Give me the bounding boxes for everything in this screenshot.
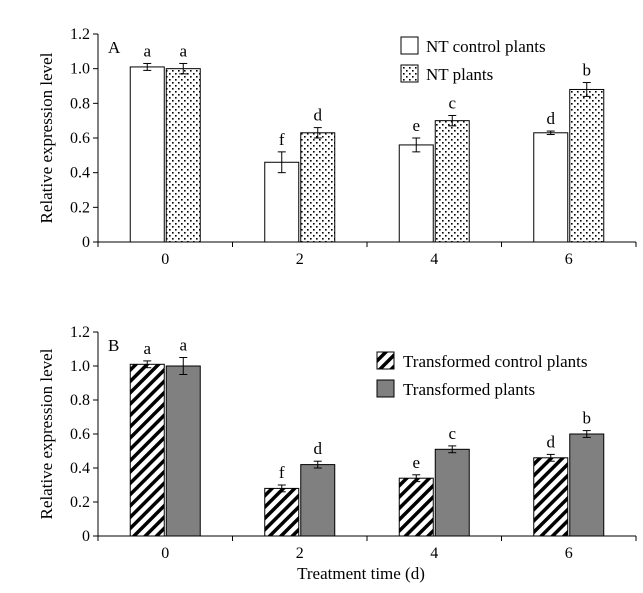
legend-label: Transformed plants [403, 380, 535, 399]
bar [434, 448, 470, 537]
significance-letter: b [583, 61, 592, 80]
bar [569, 433, 605, 537]
significance-letter: e [412, 453, 420, 472]
significance-letter: e [412, 116, 420, 135]
legend-label: NT control plants [426, 37, 546, 56]
chart-panel-b: 0 0.2 0.4 0.6 0.8 1.0 1.2 0 2 4 6 a a f d e c d b B Relative… [37, 324, 637, 583]
bar [264, 487, 300, 537]
significance-letter: d [547, 432, 556, 451]
bar [434, 120, 470, 243]
y-tick-label: 0.4 [70, 165, 90, 182]
significance-letter: c [448, 424, 456, 443]
significance-letter: f [279, 463, 285, 482]
bar [533, 132, 569, 243]
panel-label: B [108, 336, 119, 355]
y-tick-label: 1.0 [70, 358, 90, 375]
significance-letter: a [179, 41, 187, 60]
y-tick-label: 0.8 [70, 392, 90, 409]
significance-letter: c [448, 93, 456, 112]
bar [398, 477, 434, 537]
x-tick-label: 2 [296, 545, 304, 562]
y-tick-label: 0.8 [70, 95, 90, 112]
significance-letter: f [279, 130, 285, 149]
y-tick-label: 0 [82, 528, 90, 545]
legend-swatch [376, 379, 395, 398]
significance-letter: a [179, 336, 187, 355]
y-tick-label: 1.2 [70, 324, 90, 341]
x-tick-label: 6 [565, 251, 573, 268]
x-axis-title: Treatment time (d) [297, 564, 425, 583]
bar [533, 457, 569, 537]
x-tick-label: 2 [296, 251, 304, 268]
y-tick-label: 1.2 [70, 26, 90, 43]
bar [300, 464, 336, 537]
significance-letter: a [143, 41, 151, 60]
significance-letter: b [583, 409, 592, 428]
significance-letter: d [314, 439, 323, 458]
y-tick-label: 0.2 [70, 199, 90, 216]
y-tick-label: 0.6 [70, 130, 90, 147]
panel-label: A [108, 38, 121, 57]
x-tick-label: 0 [161, 251, 169, 268]
legend-swatch [376, 351, 395, 370]
bar [129, 66, 165, 243]
legend-swatch [400, 64, 419, 83]
y-tick-label: 1.0 [70, 61, 90, 78]
significance-letter: d [314, 106, 323, 125]
y-tick-label: 0.6 [70, 426, 90, 443]
legend-label: NT plants [426, 65, 493, 84]
y-tick-label: 0.4 [70, 460, 90, 477]
bar [398, 144, 434, 243]
legend-swatch [400, 36, 419, 55]
bar [264, 161, 300, 243]
bar [129, 363, 165, 537]
x-tick-label: 4 [430, 251, 438, 268]
x-tick-label: 4 [430, 545, 438, 562]
bar [569, 88, 605, 243]
y-axis-title: Relative expression level [37, 52, 56, 223]
x-tick-label: 0 [161, 545, 169, 562]
chart-panel-a: 0 0.2 0.4 0.6 0.8 1.0 1.2 0 2 4 6 a a f d e c d b A Relative… [37, 26, 637, 268]
bar [165, 365, 201, 537]
y-axis-title: Relative expression level [37, 348, 56, 519]
significance-letter: d [547, 109, 556, 128]
bar [165, 68, 201, 243]
significance-letter: a [143, 339, 151, 358]
y-tick-label: 0 [82, 234, 90, 251]
y-tick-label: 0.2 [70, 494, 90, 511]
x-tick-label: 6 [565, 545, 573, 562]
legend-label: Transformed control plants [403, 352, 587, 371]
bar [300, 132, 336, 243]
